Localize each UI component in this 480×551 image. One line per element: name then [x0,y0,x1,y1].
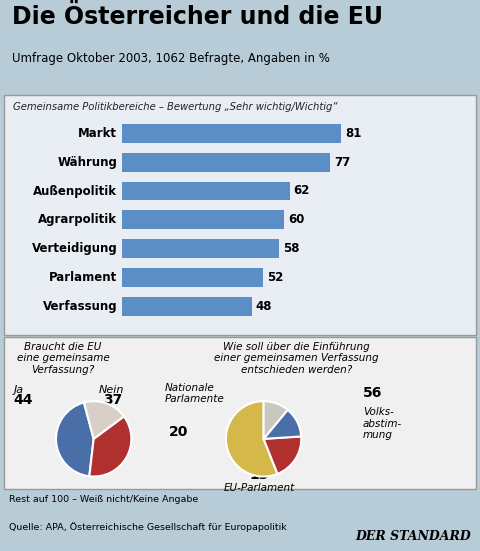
Text: Gemeinsame Politikbereiche – Bewertung „Sehr wichtig/Wichtig“: Gemeinsame Politikbereiche – Bewertung „… [13,102,338,112]
Text: Verteidigung: Verteidigung [32,242,117,255]
Text: Braucht die EU
eine gemeinsame
Verfassung?: Braucht die EU eine gemeinsame Verfassun… [17,342,109,375]
Text: Wie soll über die Einführung
einer gemeinsamen Verfassung
entschieden werden?: Wie soll über die Einführung einer gemei… [215,342,379,375]
Text: Rest auf 100 – Weiß nicht/Keine Angabe: Rest auf 100 – Weiß nicht/Keine Angabe [9,495,198,505]
Text: Volks-
abstim-
mung: Volks- abstim- mung [363,407,402,440]
Text: Währung: Währung [58,156,117,169]
Text: Ja: Ja [13,385,24,395]
Text: 13: 13 [249,468,269,482]
Text: Markt: Markt [78,127,117,140]
Text: Umfrage Oktober 2003, 1062 Befragte, Angaben in %: Umfrage Oktober 2003, 1062 Befragte, Ang… [12,52,330,65]
Text: Verfassung: Verfassung [43,300,117,313]
Text: Nationale
Parlamente: Nationale Parlamente [165,382,224,404]
Text: Parlament: Parlament [49,271,117,284]
Text: Die Österreicher und die EU: Die Österreicher und die EU [12,5,383,29]
Text: Quelle: APA, Österreichische Gesellschaft für Europapolitik: Quelle: APA, Österreichische Gesellschaf… [9,522,287,532]
Text: Agrarpolitik: Agrarpolitik [38,213,117,226]
Text: DER STANDARD: DER STANDARD [356,530,471,543]
Text: Nein: Nein [98,385,124,395]
Text: 56: 56 [363,386,382,399]
Text: 44: 44 [13,393,33,407]
Text: EU-Parlament: EU-Parlament [223,483,295,493]
Text: Außenpolitik: Außenpolitik [33,185,117,197]
Text: 20: 20 [169,425,189,439]
Text: 37: 37 [103,393,122,407]
